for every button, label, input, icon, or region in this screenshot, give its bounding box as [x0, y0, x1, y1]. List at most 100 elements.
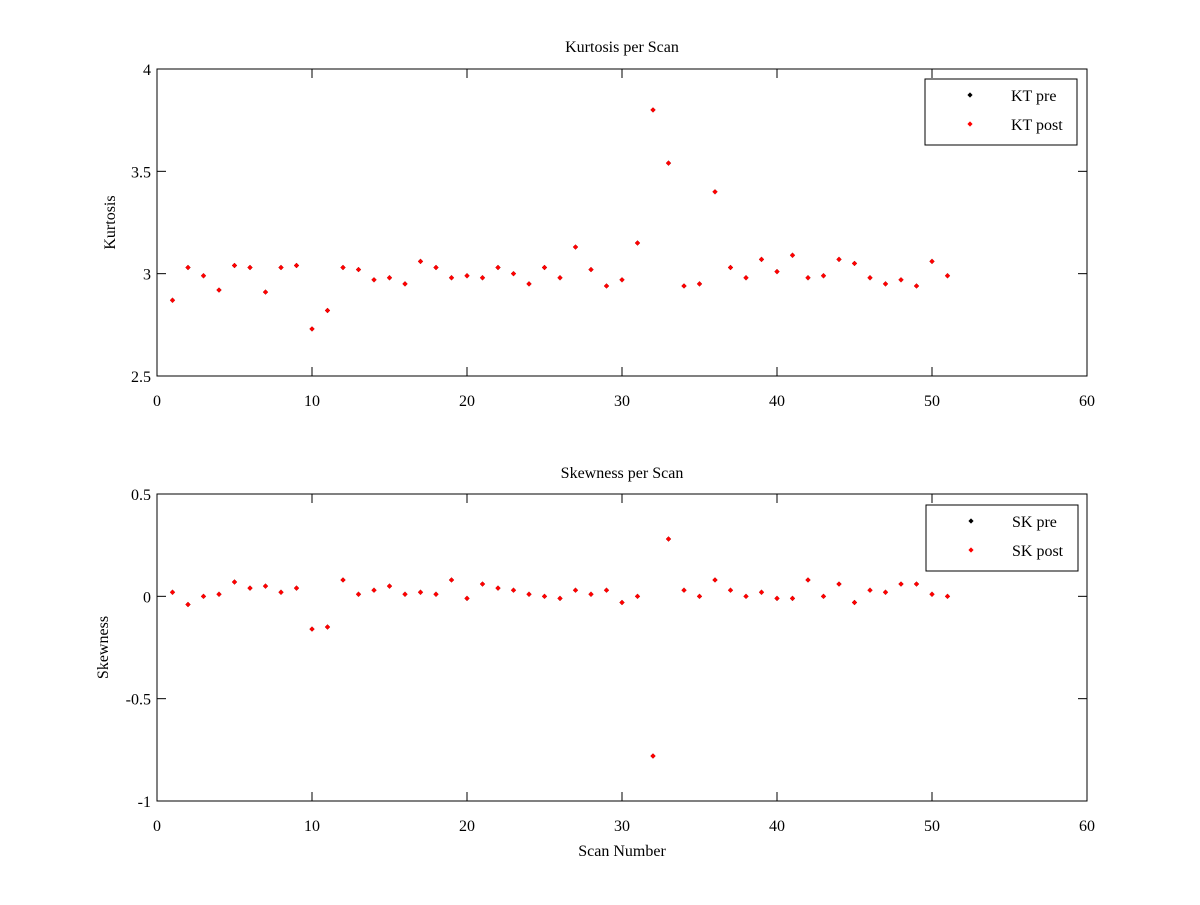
- data-point-kt-post: [479, 275, 486, 281]
- data-point-kt-post: [247, 264, 253, 271]
- data-point-sk-post: [355, 591, 362, 597]
- x-tick-label: 50: [924, 393, 940, 410]
- data-point-sk-post: [324, 624, 331, 630]
- data-point-kt-post: [557, 275, 563, 281]
- data-point-sk-post: [169, 589, 176, 595]
- data-point-sk-post: [371, 587, 377, 593]
- y-axis-label: Kurtosis: [102, 195, 119, 249]
- data-point-sk-post: [557, 595, 563, 601]
- x-tick-label: 30: [614, 393, 630, 410]
- y-axis-label: Skewness: [95, 616, 112, 679]
- data-point-kt-post: [231, 262, 238, 269]
- data-point-sk-post: [231, 579, 238, 585]
- data-point-kt-post: [898, 277, 904, 283]
- data-point-sk-post: [185, 601, 191, 608]
- data-point-kt-post: [433, 264, 439, 271]
- data-point-kt-post: [743, 275, 749, 281]
- data-point-kt-post: [913, 283, 920, 289]
- data-point-sk-post: [867, 587, 873, 593]
- data-point-sk-post: [340, 577, 346, 583]
- y-tick-label: 3: [143, 267, 151, 284]
- data-point-kt-post: [696, 281, 703, 287]
- legend-marker: [968, 547, 974, 553]
- data-point-kt-post: [324, 307, 331, 314]
- x-tick-label: 20: [459, 393, 475, 410]
- data-point-sk-post: [758, 589, 765, 595]
- data-point-kt-post: [774, 269, 780, 275]
- data-point-kt-post: [805, 275, 811, 281]
- data-point-kt-post: [650, 107, 656, 113]
- data-point-kt-post: [851, 260, 858, 267]
- data-point-sk-post: [634, 593, 641, 599]
- data-point-sk-post: [278, 589, 284, 595]
- y-tick-label: 4: [143, 62, 151, 79]
- x-tick-label: 10: [304, 393, 320, 410]
- legend-box: [925, 504, 1079, 572]
- data-point-sk-post: [836, 581, 842, 587]
- chart-title: Kurtosis per Scan: [565, 39, 679, 56]
- data-point-sk-post: [262, 583, 269, 589]
- data-point-sk-post: [743, 593, 749, 599]
- legend-marker: [967, 121, 973, 127]
- data-point-kt-post: [340, 264, 346, 271]
- data-point-sk-post: [913, 581, 920, 587]
- data-point-sk-post: [309, 626, 315, 632]
- data-point-sk-post: [898, 581, 904, 587]
- data-point-sk-post: [789, 595, 796, 601]
- data-point-sk-post: [712, 577, 718, 583]
- data-point-sk-post: [448, 577, 455, 583]
- data-point-kt-post: [665, 160, 672, 166]
- data-point-kt-post: [262, 289, 269, 295]
- data-point-sk-post: [603, 587, 610, 593]
- data-point-kt-post: [293, 262, 300, 269]
- y-tick-label: 0.5: [131, 487, 151, 504]
- y-tick-label: 2.5: [131, 369, 151, 386]
- x-tick-label: 0: [153, 818, 161, 835]
- data-point-sk-post: [805, 577, 811, 583]
- x-tick-label: 60: [1079, 818, 1095, 835]
- data-point-kt-post: [526, 281, 532, 287]
- legend-label: SK post: [1012, 543, 1064, 560]
- data-point-sk-post: [216, 591, 222, 597]
- data-point-kt-post: [464, 273, 470, 279]
- legend-label: KT pre: [1011, 88, 1056, 105]
- x-tick-label: 20: [459, 818, 475, 835]
- x-tick-label: 0: [153, 393, 161, 410]
- legend-marker: [967, 92, 973, 98]
- data-point-kt-post: [169, 297, 176, 303]
- data-point-sk-post: [541, 593, 548, 599]
- data-point-kt-post: [836, 256, 842, 262]
- data-point-sk-post: [851, 599, 858, 606]
- data-point-sk-post: [495, 585, 501, 591]
- data-point-sk-post: [696, 593, 703, 599]
- data-point-sk-post: [402, 591, 408, 597]
- data-point-sk-post: [526, 591, 532, 597]
- y-tick-label: -0.5: [126, 692, 151, 709]
- data-point-kt-post: [200, 273, 207, 279]
- data-point-kt-post: [185, 264, 191, 271]
- legend-label: SK pre: [1012, 514, 1057, 531]
- data-point-kt-post: [417, 258, 424, 264]
- data-point-kt-post: [386, 275, 393, 281]
- data-point-kt-post: [758, 256, 765, 262]
- data-point-sk-post: [650, 753, 656, 759]
- data-point-sk-post: [247, 585, 253, 591]
- data-point-kt-post: [510, 271, 517, 277]
- legend-box: [924, 78, 1078, 146]
- data-point-kt-post: [541, 264, 548, 271]
- data-point-sk-post: [681, 587, 687, 593]
- data-point-sk-post: [619, 599, 625, 606]
- data-point-kt-post: [371, 277, 377, 283]
- data-point-sk-post: [944, 593, 951, 599]
- y-tick-label: 3.5: [131, 164, 151, 181]
- data-point-kt-post: [619, 277, 625, 283]
- data-point-sk-post: [386, 583, 393, 589]
- data-point-sk-post: [293, 585, 300, 591]
- data-point-kt-post: [278, 264, 284, 271]
- data-point-sk-post: [665, 536, 672, 542]
- data-point-sk-post: [929, 591, 935, 597]
- data-point-kt-post: [588, 266, 594, 273]
- x-tick-label: 50: [924, 818, 940, 835]
